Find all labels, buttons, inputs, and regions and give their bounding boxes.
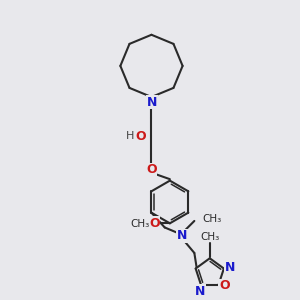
Text: O: O bbox=[146, 164, 157, 176]
Text: N: N bbox=[195, 285, 206, 298]
Text: N: N bbox=[177, 229, 187, 242]
Text: O: O bbox=[219, 279, 230, 292]
Text: N: N bbox=[147, 96, 157, 109]
Text: O: O bbox=[149, 217, 160, 230]
Text: CH₃: CH₃ bbox=[200, 232, 220, 242]
Text: N: N bbox=[225, 261, 235, 274]
Text: H: H bbox=[126, 131, 134, 142]
Text: CH₃: CH₃ bbox=[202, 214, 222, 224]
Text: CH₃: CH₃ bbox=[130, 219, 149, 229]
Text: O: O bbox=[136, 130, 146, 143]
